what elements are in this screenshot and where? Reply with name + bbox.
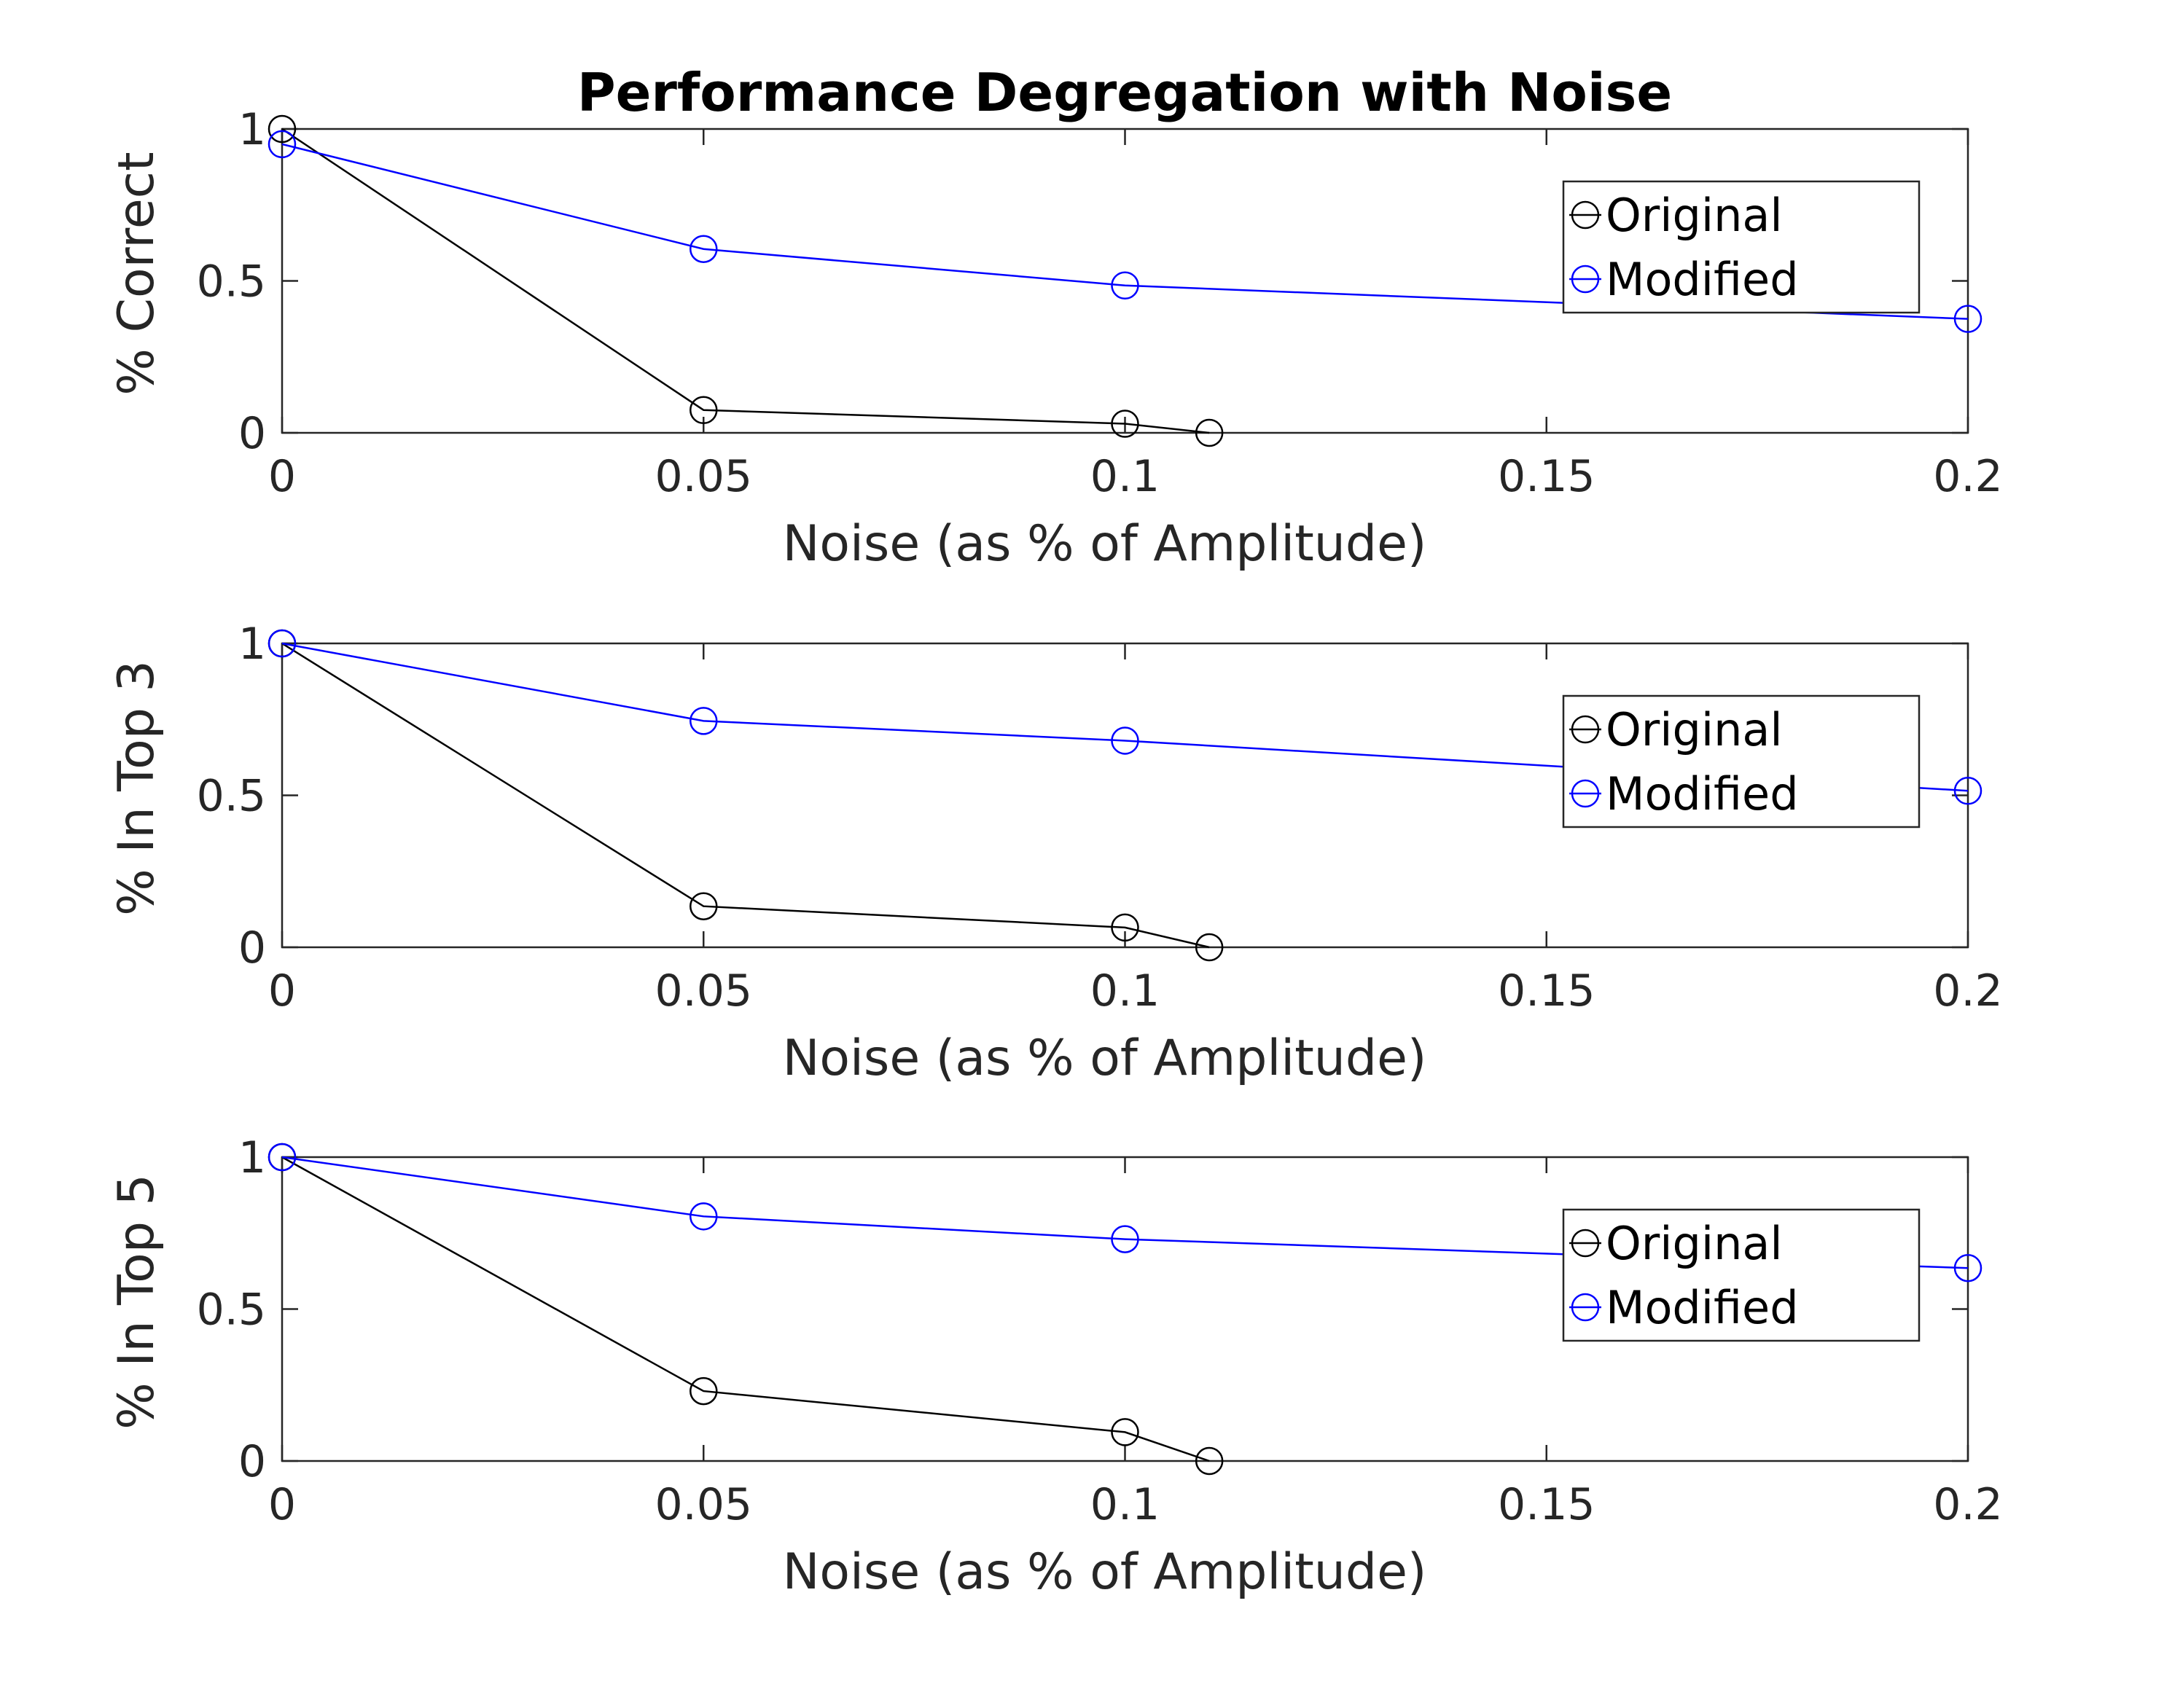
- series-original: [267, 1143, 1224, 1476]
- series-line: [281, 642, 1969, 792]
- x-tick-label: 0.05: [655, 965, 752, 1016]
- legend-entry: Modified: [1569, 1281, 1799, 1334]
- data-point: [690, 892, 718, 920]
- y-tick-label: 0.5: [197, 1285, 266, 1336]
- legend-box: [1562, 1208, 1921, 1342]
- legend-box: [1562, 180, 1921, 314]
- series-line: [281, 1156, 1210, 1462]
- legend-entry: Modified: [1569, 767, 1799, 820]
- legend-marker: [1571, 265, 1600, 294]
- y-tick-label: 1: [238, 619, 266, 670]
- data-point: [1953, 305, 1983, 333]
- y-tick-label: 0: [238, 922, 266, 974]
- subplot-2: 0 0.05 0.1 0.15 0.2 0 0.5 1 Noise (as % of Ampli…: [108, 619, 2003, 1087]
- legend-entry: Original: [1569, 1217, 1783, 1270]
- y-tick-label: 0: [238, 408, 266, 459]
- legend-marker: [1571, 715, 1600, 744]
- legend-entry: Modified: [1569, 253, 1799, 306]
- data-point: [1111, 271, 1139, 300]
- data-point: [1111, 726, 1139, 755]
- legend-marker: [1571, 200, 1600, 230]
- legend-label: Original: [1606, 703, 1783, 756]
- data-point: [267, 114, 297, 144]
- data-point: [1195, 1446, 1224, 1476]
- y-tick-label: 0: [238, 1436, 266, 1487]
- x-tick-label: 0.15: [1498, 1479, 1595, 1530]
- x-tick-label: 0.15: [1498, 965, 1595, 1016]
- x-axis-label: Noise (as % of Amplitude): [783, 1030, 1427, 1087]
- data-point: [267, 130, 297, 159]
- data-point: [1111, 1418, 1139, 1446]
- data-point: [1195, 418, 1224, 447]
- x-tick-label: 0: [268, 451, 296, 502]
- x-tick-label: 0: [268, 965, 296, 1016]
- legend-marker: [1571, 779, 1600, 808]
- x-tick-label: 0.1: [1090, 965, 1160, 1016]
- y-axis-label: % In Top 5: [108, 1174, 165, 1430]
- series-line: [281, 1156, 1969, 1269]
- data-point: [1111, 410, 1139, 438]
- data-point: [267, 629, 297, 658]
- x-tick-label: 0.05: [655, 1479, 752, 1530]
- series-line: [281, 642, 1210, 949]
- legend-label: Modified: [1606, 1281, 1799, 1334]
- data-point: [1111, 913, 1139, 942]
- legend: Original Modified: [1562, 694, 1921, 828]
- legend-marker: [1571, 1293, 1600, 1322]
- subplot-1: 0 0.05 0.1 0.15 0.2 0 0.5 1 Noise (as % of Ampli…: [108, 104, 2003, 573]
- series-line: [281, 128, 1210, 434]
- x-tick-label: 0.1: [1090, 1479, 1160, 1530]
- data-point: [1111, 1225, 1139, 1253]
- series-original: [267, 629, 1224, 962]
- legend: Original Modified: [1562, 1208, 1921, 1342]
- data-point: [1195, 933, 1224, 962]
- x-tick-label: 0.2: [1933, 965, 2002, 1016]
- x-tick-label: 0.15: [1498, 451, 1595, 502]
- y-tick-label: 0.5: [197, 256, 266, 307]
- series-line: [281, 143, 1969, 320]
- x-axis-label: Noise (as % of Amplitude): [783, 515, 1427, 573]
- y-axis-label: % Correct: [108, 152, 165, 395]
- legend-box: [1562, 694, 1921, 828]
- series-original: [267, 114, 1224, 447]
- legend-label: Original: [1606, 189, 1783, 242]
- data-point: [690, 235, 718, 263]
- legend-label: Modified: [1606, 253, 1799, 306]
- legend: Original Modified: [1562, 180, 1921, 314]
- x-tick-label: 0.1: [1090, 451, 1160, 502]
- x-axis-label: Noise (as % of Amplitude): [783, 1543, 1427, 1601]
- x-tick-label: 0: [268, 1479, 296, 1530]
- subplots: 0 0.05 0.1 0.15 0.2 0 0.5 1 Noise (as % of Ampli…: [108, 104, 2003, 1601]
- data-point: [690, 1202, 718, 1231]
- x-tick-label: 0.05: [655, 451, 752, 502]
- data-point: [267, 1143, 297, 1172]
- legend-label: Modified: [1606, 767, 1799, 820]
- legend-marker: [1571, 1229, 1600, 1258]
- y-tick-label: 0.5: [197, 771, 266, 822]
- data-point: [1953, 1253, 1983, 1282]
- x-tick-label: 0.2: [1933, 451, 2002, 502]
- subplot-3: 0 0.05 0.1 0.15 0.2 0 0.5 1 Noise (as % of Ampli…: [108, 1132, 2003, 1601]
- figure-title: Performance Degregation with Noise: [577, 62, 1672, 123]
- series-modified: [267, 629, 1983, 805]
- legend-label: Original: [1606, 1217, 1783, 1270]
- legend-entry: Original: [1569, 703, 1783, 756]
- series-modified: [267, 1143, 1983, 1282]
- series-modified: [267, 130, 1983, 333]
- legend-entry: Original: [1569, 189, 1783, 242]
- x-tick-label: 0.2: [1933, 1479, 2002, 1530]
- y-tick-label: 1: [238, 1132, 266, 1183]
- data-point: [690, 396, 718, 424]
- data-point: [690, 1376, 718, 1406]
- y-tick-label: 1: [238, 104, 266, 155]
- data-point: [690, 707, 718, 735]
- data-point: [1953, 776, 1983, 805]
- y-axis-label: % In Top 3: [108, 660, 165, 916]
